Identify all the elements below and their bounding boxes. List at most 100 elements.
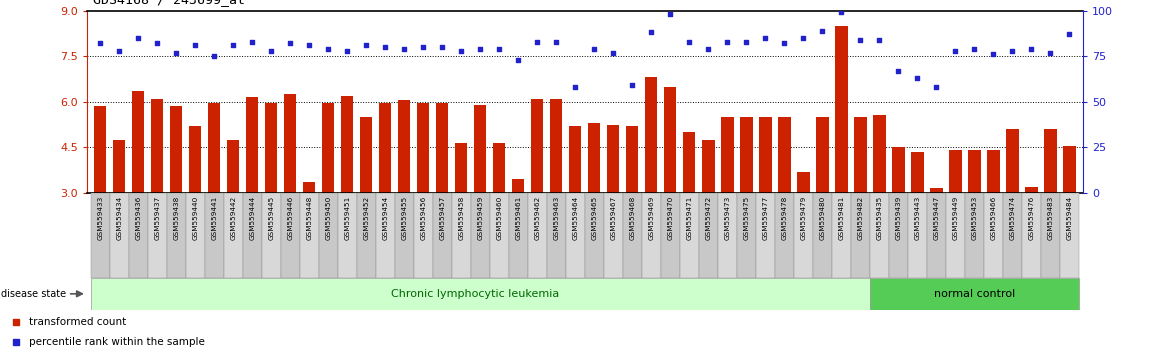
Point (528, 39, 547, 45)
Bar (870, 278, 1079, 310)
Bar (831, 193, 851, 278)
Text: GSM559438: GSM559438 (174, 195, 179, 240)
Point (889, 68, 908, 74)
Text: GSM559461: GSM559461 (515, 195, 521, 240)
Bar (889, 193, 908, 278)
Text: GSM559436: GSM559436 (135, 195, 141, 240)
Text: GSM559452: GSM559452 (364, 195, 369, 240)
Bar (508, 193, 528, 278)
Bar (437, 103, 448, 193)
Point (167, 50, 185, 55)
Point (357, 42, 375, 48)
Point (433, 44, 452, 50)
Text: GSM559480: GSM559480 (820, 195, 826, 240)
Bar (170, 106, 182, 193)
Point (490, 46, 508, 52)
Point (262, 48, 280, 53)
Point (756, 35, 775, 41)
Bar (1021, 193, 1041, 278)
Point (1023, 46, 1041, 52)
Point (738, 39, 756, 45)
Text: GSM559473: GSM559473 (725, 195, 731, 240)
Bar (90, 278, 870, 310)
Point (1041, 50, 1060, 55)
Point (984, 52, 1003, 57)
Text: GSM559470: GSM559470 (667, 195, 673, 240)
Text: GSM559457: GSM559457 (439, 195, 445, 240)
Bar (113, 140, 125, 193)
Bar (1045, 129, 1056, 193)
Bar (756, 193, 775, 278)
Bar (626, 126, 638, 193)
Bar (683, 132, 696, 193)
Text: GSM559441: GSM559441 (211, 195, 218, 240)
Bar (760, 117, 771, 193)
Bar (892, 147, 904, 193)
Bar (265, 103, 278, 193)
Text: GSM559433: GSM559433 (97, 195, 103, 240)
Bar (816, 117, 828, 193)
Point (604, 50, 623, 55)
Point (376, 44, 395, 50)
Bar (189, 126, 201, 193)
Bar (360, 117, 373, 193)
Bar (243, 193, 262, 278)
Bar (908, 193, 926, 278)
Bar (303, 182, 315, 193)
Bar (90, 193, 110, 278)
Point (338, 48, 357, 53)
Bar (338, 193, 357, 278)
Point (813, 28, 831, 34)
Text: GSM559456: GSM559456 (420, 195, 426, 240)
Point (129, 35, 147, 41)
Bar (930, 188, 943, 193)
Text: GSM559484: GSM559484 (1067, 195, 1072, 240)
Text: GSM559447: GSM559447 (933, 195, 939, 240)
Bar (547, 193, 566, 278)
Text: GSM559460: GSM559460 (497, 195, 503, 240)
Text: GSM559442: GSM559442 (230, 195, 236, 240)
Bar (532, 99, 543, 193)
Bar (778, 117, 791, 193)
Point (300, 42, 318, 48)
Bar (736, 193, 756, 278)
Bar (528, 193, 547, 278)
Point (510, 57, 528, 63)
Point (547, 39, 565, 45)
Point (452, 48, 470, 53)
Bar (1041, 193, 1060, 278)
Point (718, 39, 736, 45)
Point (1003, 48, 1021, 53)
Text: GSM559462: GSM559462 (534, 195, 541, 240)
Bar (566, 193, 585, 278)
Text: GSM559450: GSM559450 (325, 195, 331, 240)
Bar (794, 193, 813, 278)
Point (566, 84, 585, 90)
Text: GSM559448: GSM559448 (306, 195, 313, 240)
Text: GSM559467: GSM559467 (610, 195, 616, 240)
Bar (603, 193, 623, 278)
Point (642, 30, 660, 35)
Bar (984, 193, 1003, 278)
Point (908, 75, 926, 81)
Text: disease state: disease state (1, 289, 66, 299)
Text: normal control: normal control (933, 289, 1016, 299)
Text: GSM559466: GSM559466 (990, 195, 996, 240)
Bar (873, 115, 886, 193)
Text: GSM559469: GSM559469 (648, 195, 654, 240)
Text: GSM559440: GSM559440 (192, 195, 198, 240)
Bar (835, 26, 848, 193)
Text: GSM559437: GSM559437 (154, 195, 160, 240)
Bar (167, 193, 185, 278)
Text: GSM559455: GSM559455 (401, 195, 408, 240)
Bar (623, 193, 642, 278)
Text: GSM559479: GSM559479 (800, 195, 806, 240)
Point (90, 41, 109, 46)
Bar (988, 150, 999, 193)
Point (851, 37, 870, 42)
Bar (185, 193, 205, 278)
Bar (946, 193, 965, 278)
Bar (452, 193, 471, 278)
Point (471, 46, 490, 52)
Point (946, 48, 965, 53)
